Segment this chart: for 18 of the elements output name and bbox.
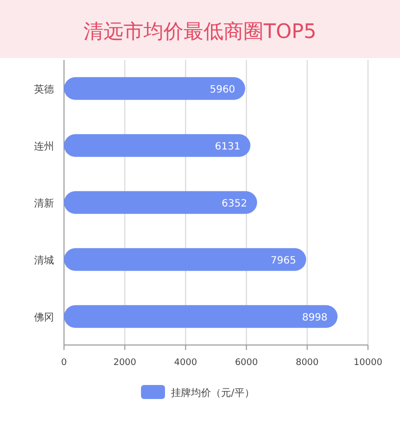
- x-tick-label: 8000: [296, 358, 319, 368]
- data-label: 6131: [214, 142, 240, 152]
- y-tick-label: 连州: [34, 140, 54, 152]
- chart-title: 清远市均价最低商圈TOP5: [84, 19, 316, 43]
- x-tick-label: 10000: [354, 358, 383, 368]
- y-tick-label: 佛冈: [34, 312, 54, 324]
- legend-label: 挂牌均价（元/平）: [171, 387, 254, 399]
- data-label: 6352: [222, 198, 248, 210]
- data-label: 7965: [270, 256, 296, 266]
- x-tick-label: 4000: [174, 358, 198, 368]
- x-tick-label: 0: [61, 358, 68, 368]
- y-tick-label: 英德: [34, 84, 54, 96]
- x-tick-label: 6000: [234, 358, 258, 368]
- data-label: 8998: [302, 312, 328, 324]
- data-label: 5960: [210, 84, 236, 96]
- y-tick-label: 清新: [34, 198, 54, 210]
- x-tick-label: 2000: [113, 358, 137, 368]
- y-tick-label: 清城: [34, 254, 54, 266]
